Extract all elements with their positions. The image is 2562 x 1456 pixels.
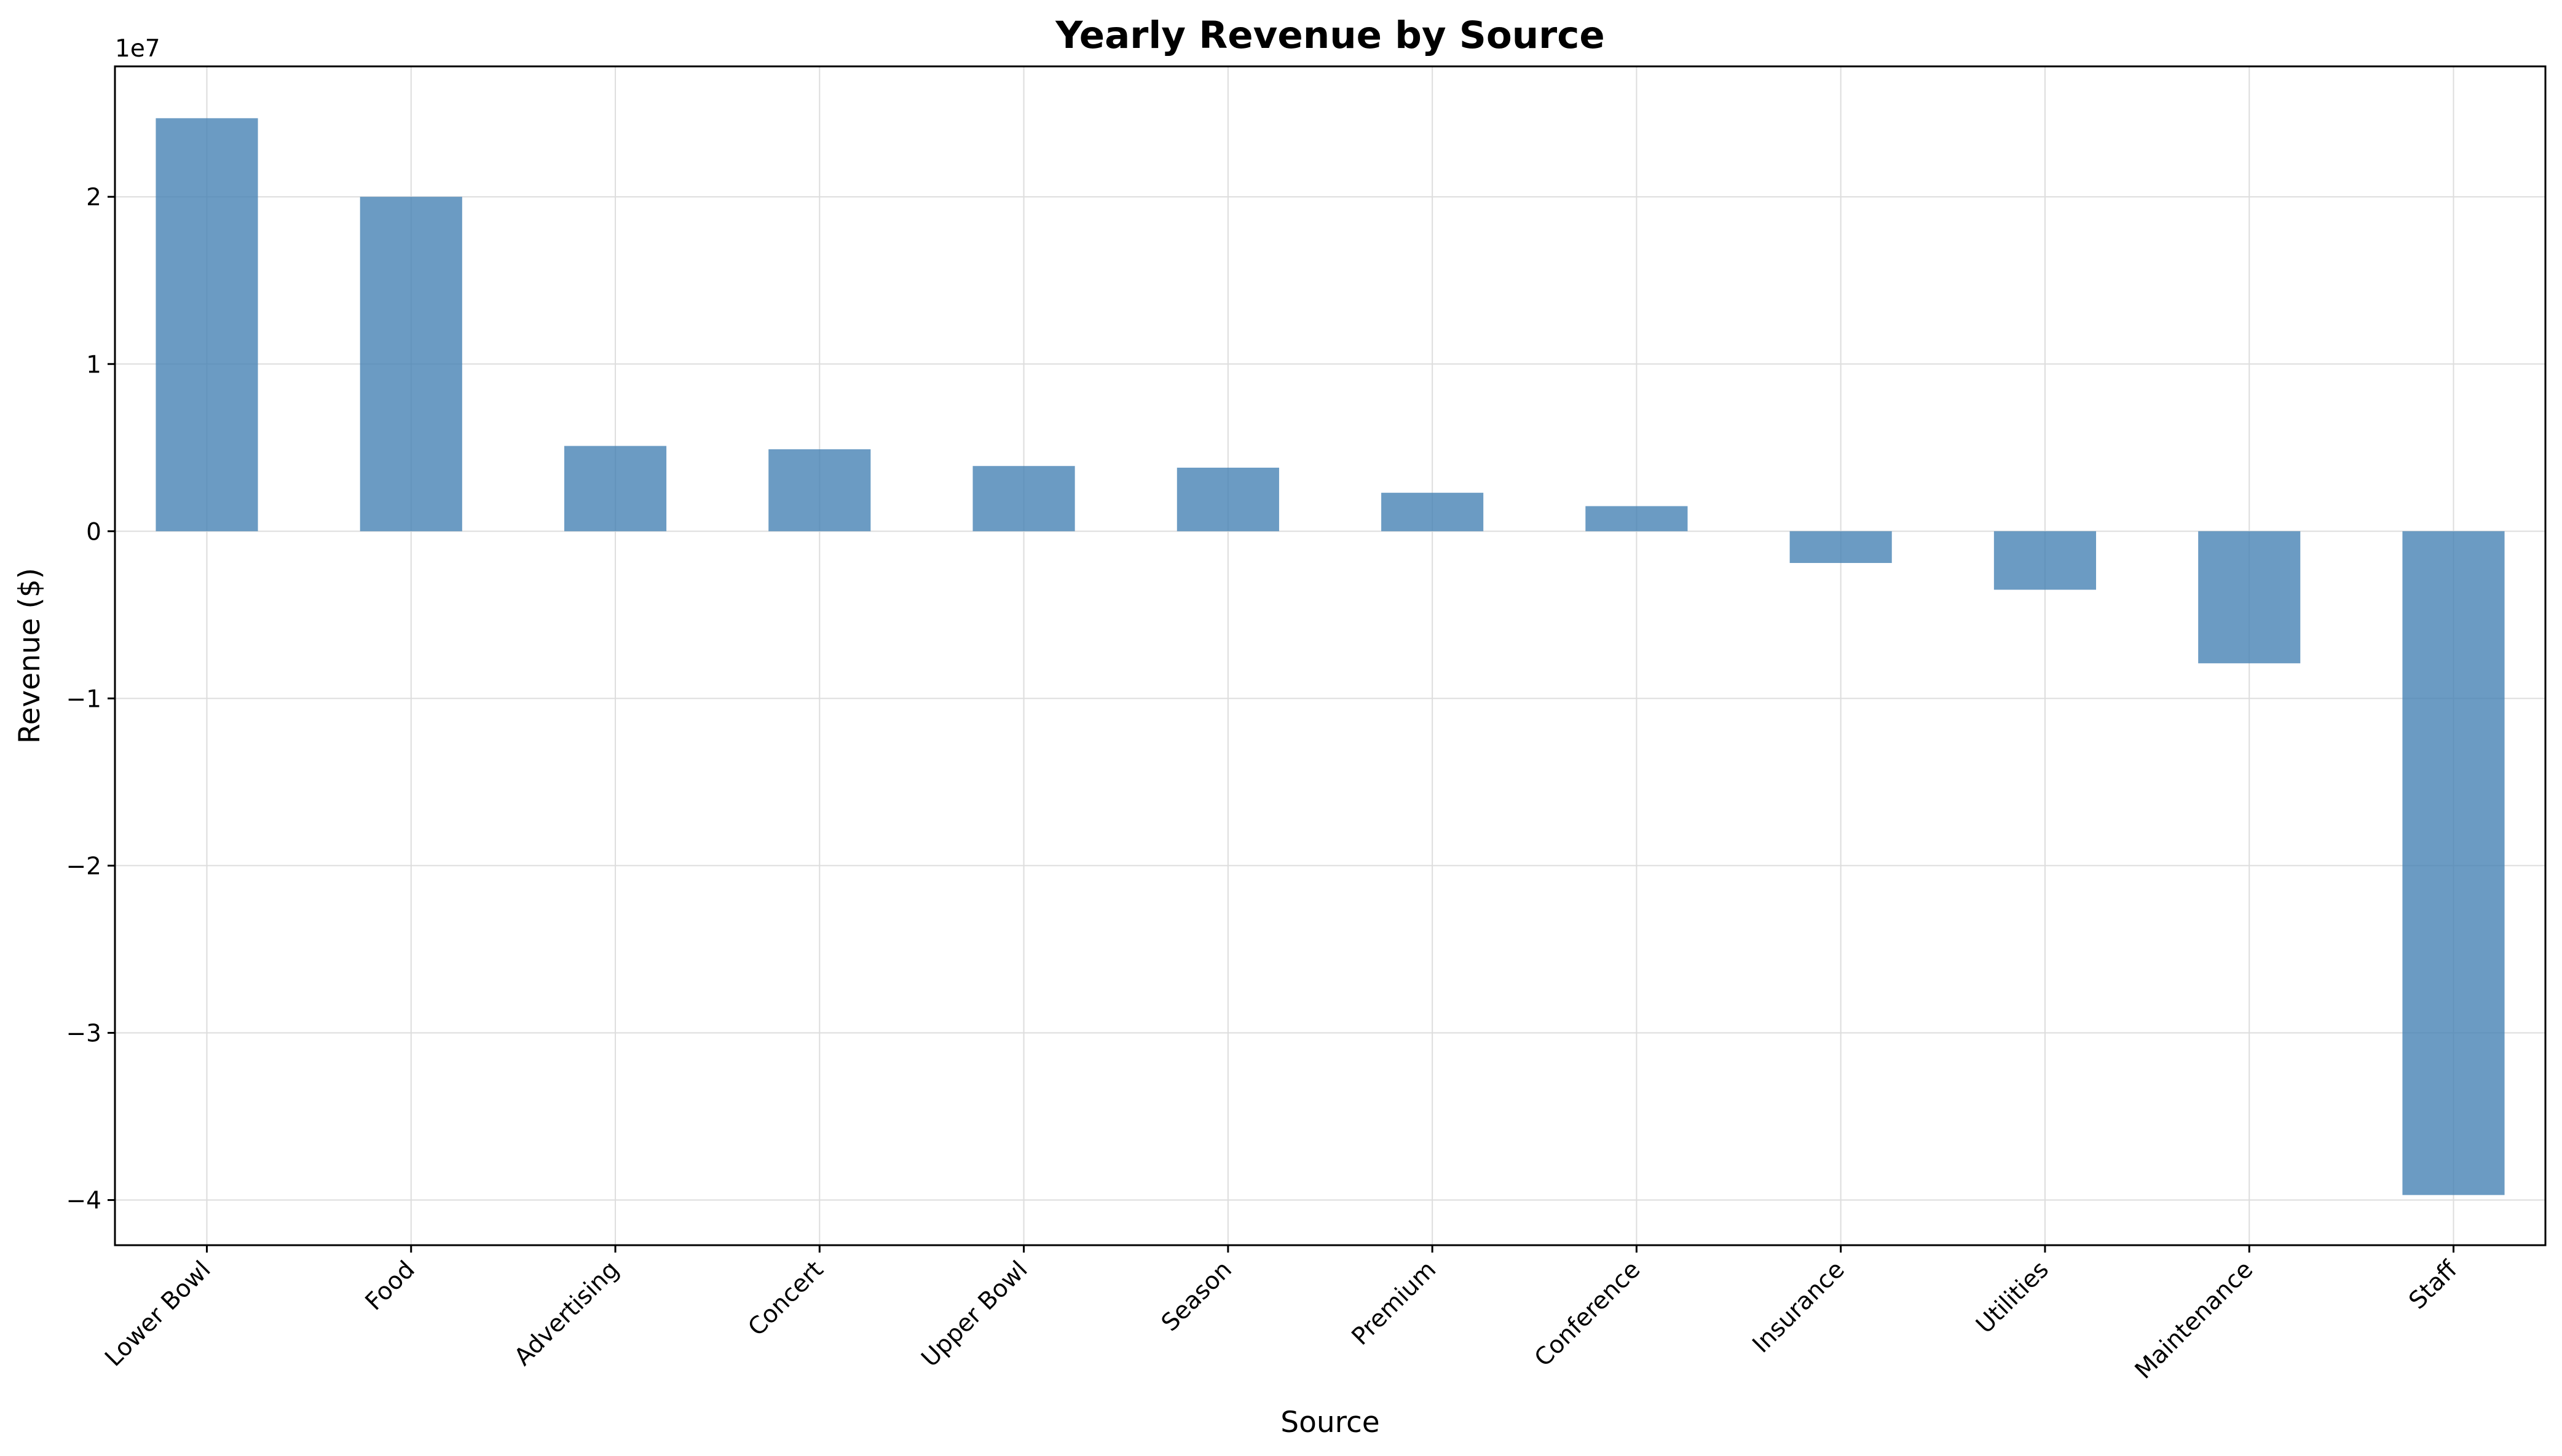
x-axis-label: Source	[1280, 1406, 1379, 1439]
y-ticks: −4 −3 −2 −1 0 1 2	[66, 184, 115, 1215]
bar-staff	[2402, 531, 2505, 1195]
y-tick-label: 1	[86, 351, 101, 379]
bar-maintenance	[2198, 531, 2301, 664]
y-tick-label: 2	[86, 184, 101, 211]
y-offset-label: 1e7	[115, 35, 160, 63]
bar-lower-bowl	[156, 118, 258, 532]
plot-frame	[114, 65, 2547, 1246]
y-tick-label: 0	[86, 518, 101, 546]
bar-advertising	[564, 446, 667, 532]
bar-concert	[768, 449, 871, 532]
bars-group	[156, 118, 2505, 1195]
bar-premium	[1381, 492, 1484, 532]
y-tick-label: −4	[66, 1187, 102, 1215]
bar-utilities	[1993, 531, 2097, 590]
bar-season	[1177, 467, 1279, 532]
bar-food	[360, 197, 462, 532]
y-tick-label: −3	[66, 1020, 102, 1047]
y-tick-label: −2	[66, 852, 102, 880]
y-tick-label: −1	[66, 685, 102, 713]
bar-insurance	[1789, 531, 1892, 564]
y-axis-label: Revenue ($)	[13, 568, 47, 744]
bar-conference	[1585, 506, 1688, 532]
bar-upper-bowl	[972, 466, 1075, 532]
chart-title: Yearly Revenue by Source	[1055, 14, 1605, 57]
